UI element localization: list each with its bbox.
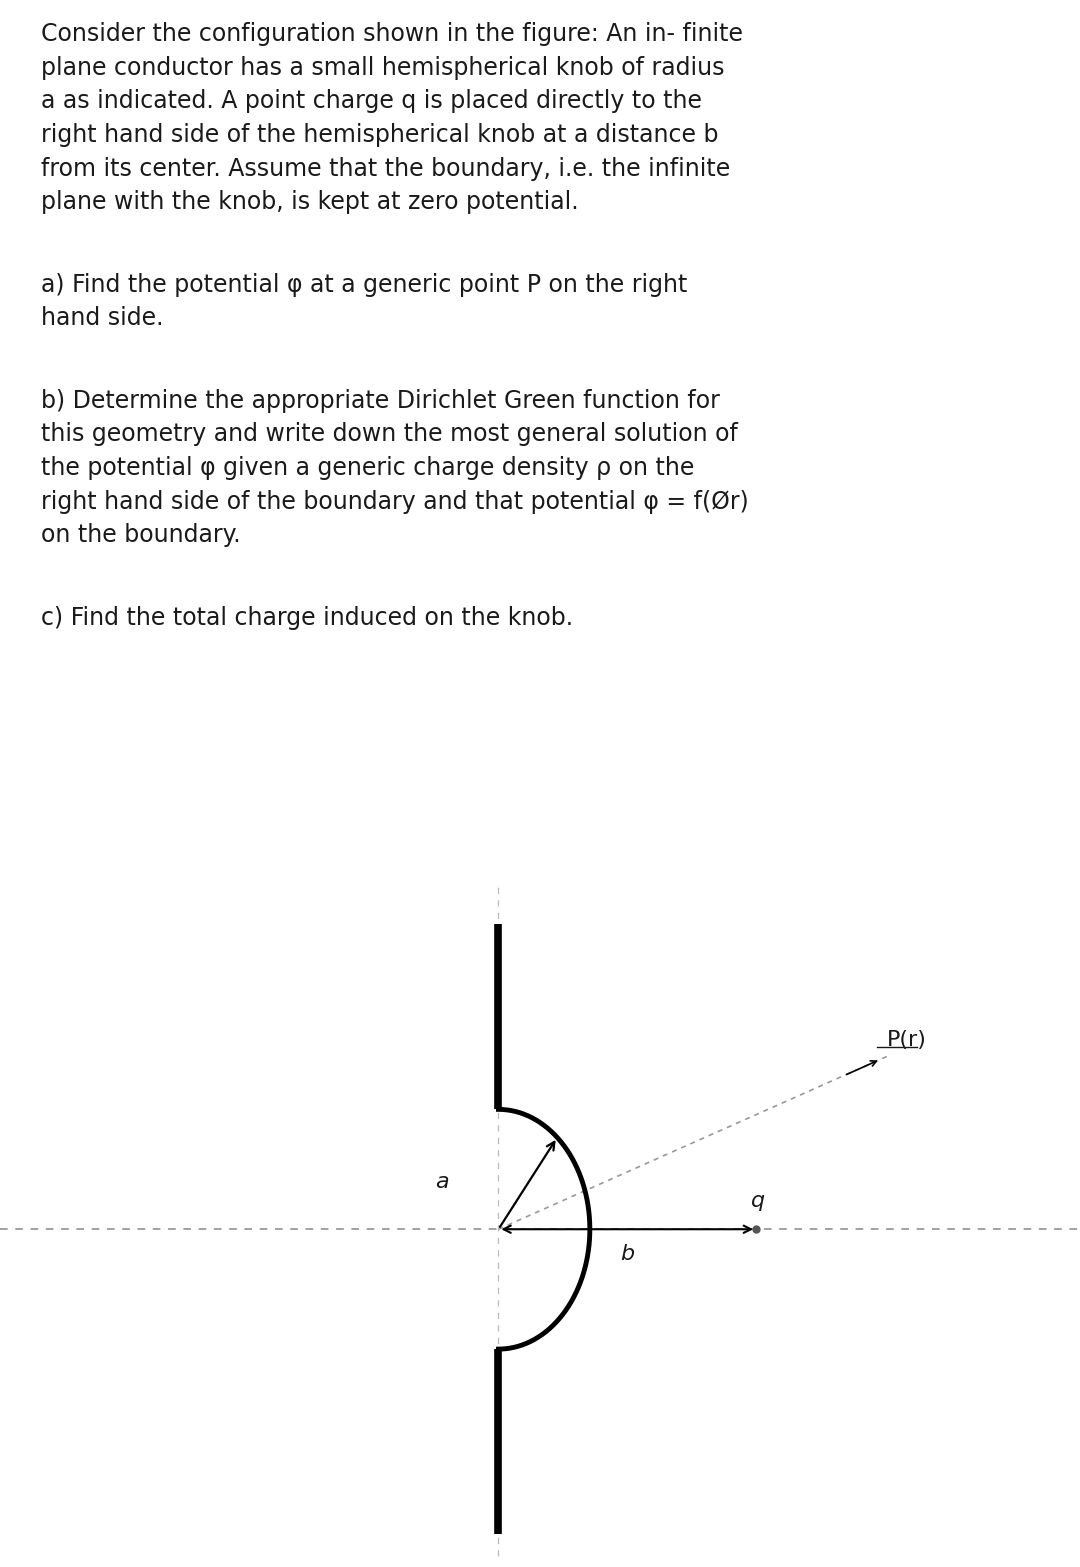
Text: c) Find the total charge induced on the knob.: c) Find the total charge induced on the … <box>41 605 573 630</box>
Text: the potential φ given a generic charge density ρ on the: the potential φ given a generic charge d… <box>41 456 694 480</box>
Text: b) Determine the appropriate Dirichlet Green function for: b) Determine the appropriate Dirichlet G… <box>41 389 720 412</box>
Text: hand side.: hand side. <box>41 306 163 331</box>
Text: b: b <box>621 1244 635 1263</box>
Text: plane with the knob, is kept at zero potential.: plane with the knob, is kept at zero pot… <box>41 190 579 215</box>
Text: right hand side of the hemispherical knob at a distance b: right hand side of the hemispherical kno… <box>41 124 718 147</box>
Text: a: a <box>435 1172 449 1192</box>
Text: this geometry and write down the most general solution of: this geometry and write down the most ge… <box>41 423 738 447</box>
Text: a) Find the potential φ at a generic point P on the right: a) Find the potential φ at a generic poi… <box>41 273 687 296</box>
Text: q: q <box>751 1191 765 1211</box>
Text: plane conductor has a small hemispherical knob of radius: plane conductor has a small hemispherica… <box>41 56 725 80</box>
Text: on the boundary.: on the boundary. <box>41 523 241 547</box>
Text: P(r): P(r) <box>888 1030 927 1050</box>
Text: Consider the configuration shown in the figure: An in- finite: Consider the configuration shown in the … <box>41 22 743 45</box>
Text: from its center. Assume that the boundary, i.e. the infinite: from its center. Assume that the boundar… <box>41 157 730 180</box>
Text: right hand side of the boundary and that potential φ = f(Ør): right hand side of the boundary and that… <box>41 489 748 514</box>
Text: a as indicated. A point charge q is placed directly to the: a as indicated. A point charge q is plac… <box>41 89 702 113</box>
